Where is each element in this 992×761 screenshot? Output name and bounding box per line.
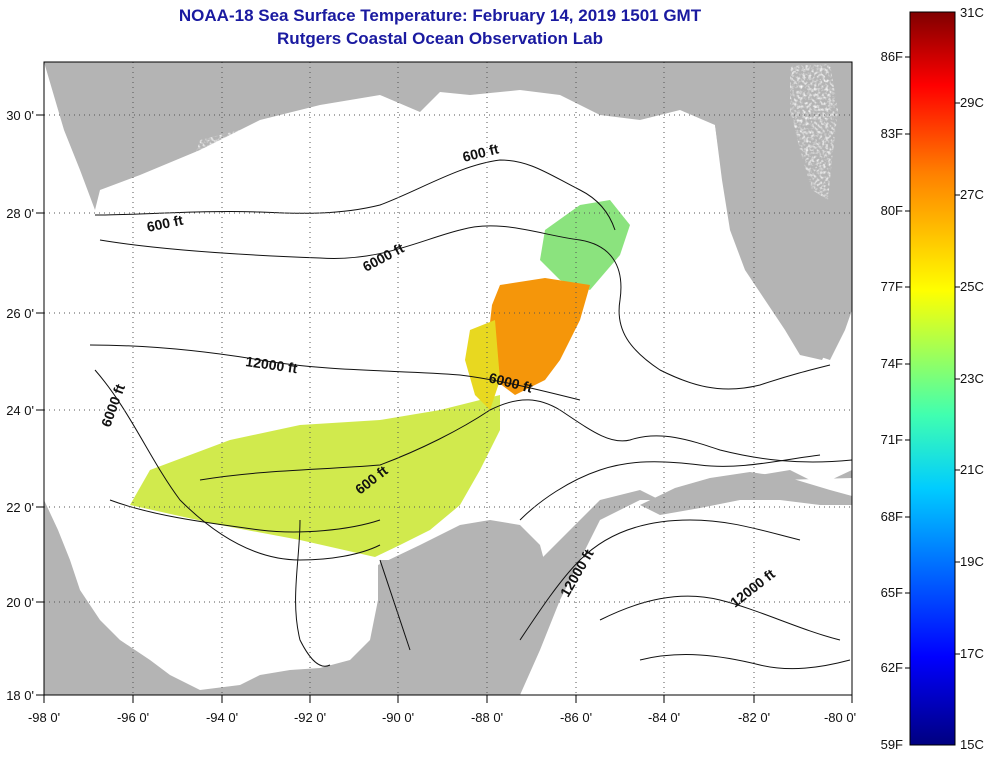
colorbar-c-label: 25C <box>960 279 984 294</box>
colorbar-f-label: 62F <box>881 660 903 675</box>
colorbar-f-label: 86F <box>881 49 903 64</box>
contour-label: 12000 ft <box>245 353 299 376</box>
colorbar-c-label: 19C <box>960 554 984 569</box>
colorbar-c-label: 29C <box>960 95 984 110</box>
lat-tick-label: 26 0' <box>6 306 34 321</box>
lat-tick-label: 30 0' <box>6 108 34 123</box>
lat-tick-label: 18 0' <box>6 688 34 703</box>
bathymetry-contours <box>89 159 852 670</box>
colorbar-c-label: 23C <box>960 371 984 386</box>
colorbar-f-label: 74F <box>881 356 903 371</box>
lon-tick-label: -84 0' <box>648 710 680 725</box>
sst-yellow-swath <box>130 395 500 557</box>
lon-tick-label: -88 0' <box>471 710 503 725</box>
lat-tick-label: 28 0' <box>6 206 34 221</box>
lon-tick-label: -80 0' <box>824 710 856 725</box>
map-title: NOAA-18 Sea Surface Temperature: Februar… <box>178 6 702 25</box>
lat-tick-label: 24 0' <box>6 403 34 418</box>
sst-green-diagonal <box>540 200 630 290</box>
axis-ticks <box>36 114 853 703</box>
colorbar-ticks <box>905 56 960 669</box>
lon-tick-label: -86 0' <box>560 710 592 725</box>
colorbar-f-label: 83F <box>881 126 903 141</box>
colorbar-f-label: 80F <box>881 203 903 218</box>
sst-cold-band-east <box>595 112 720 205</box>
colorbar-f-label: 68F <box>881 509 903 524</box>
colorbar-c-label: 27C <box>960 187 984 202</box>
colorbar-f-label: 77F <box>881 279 903 294</box>
lon-tick-label: -82 0' <box>738 710 770 725</box>
sst-orange-patch <box>488 278 590 395</box>
colorbar-f-label: 71F <box>881 432 903 447</box>
lat-tick-label: 22 0' <box>6 500 34 515</box>
sst-cold-band <box>190 125 400 280</box>
lat-tick-label: 20 0' <box>6 595 34 610</box>
map-subtitle: Rutgers Coastal Ocean Observation Lab <box>277 29 603 48</box>
colorbar-c-label: 31C <box>960 5 984 20</box>
lon-tick-label: -98 0' <box>28 710 60 725</box>
sst-cold-florida <box>790 64 838 200</box>
colorbar-c-label: 17C <box>960 646 984 661</box>
colorbar <box>909 11 956 746</box>
colorbar-c-label: 15C <box>960 737 984 752</box>
plot-frame <box>43 61 853 696</box>
contour-label: 600 ft <box>145 212 184 235</box>
lon-tick-label: -90 0' <box>382 710 414 725</box>
lon-tick-label: -96 0' <box>117 710 149 725</box>
colorbar-f-label: 65F <box>881 585 903 600</box>
yucatan-land <box>378 520 548 695</box>
colorbar-c-label: 21C <box>960 462 984 477</box>
colorbar-f-label: 59F <box>881 737 903 752</box>
sst-mid-band <box>110 260 470 390</box>
sst-cold-west <box>50 350 75 480</box>
lon-tick-label: -94 0' <box>206 710 238 725</box>
lon-tick-label: -92 0' <box>294 710 326 725</box>
graticule <box>44 62 852 695</box>
sst-yellow-edge <box>465 320 500 410</box>
cuba-land <box>640 472 852 515</box>
